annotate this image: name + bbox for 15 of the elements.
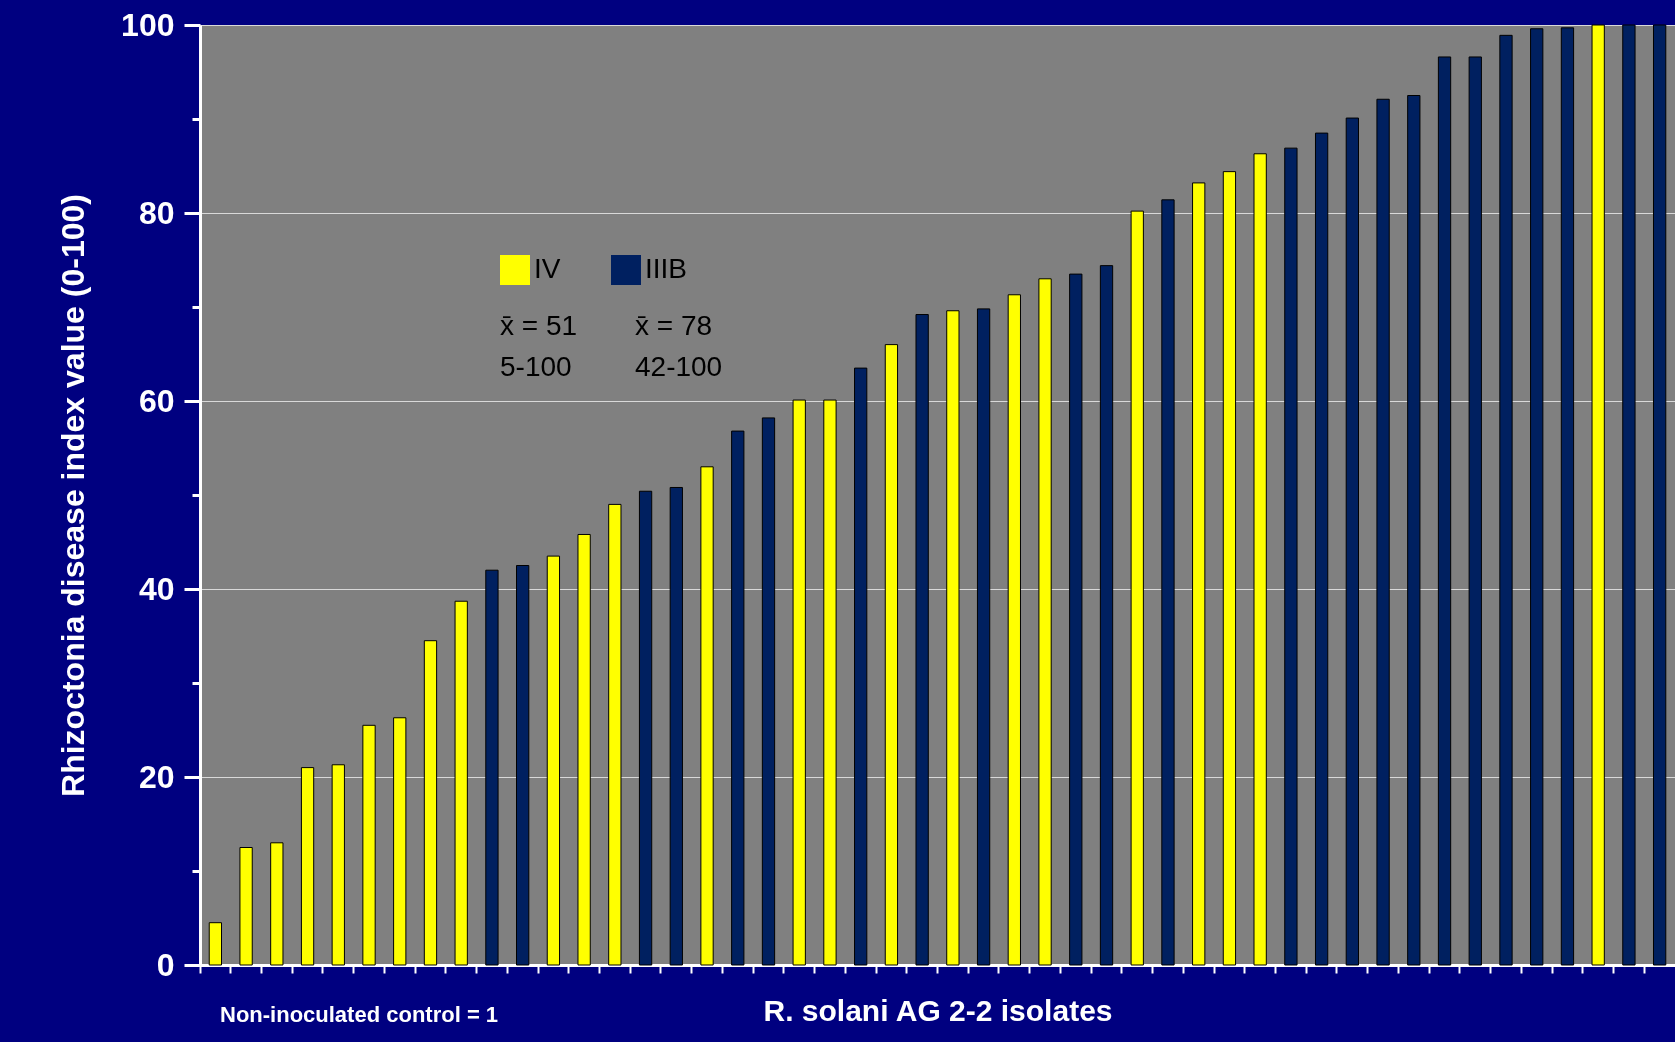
y-tick-label: 40 <box>138 570 175 607</box>
annotation: x̄ = 51 <box>500 310 578 341</box>
y-axis-title: Rhizoctonia disease index value (0-100) <box>55 194 92 797</box>
legend-label: IV <box>534 253 561 284</box>
annotation: 5-100 <box>500 351 572 382</box>
y-tick-label: 20 <box>138 758 175 795</box>
y-tick-label: 100 <box>121 6 175 43</box>
legend-label: IIIB <box>645 253 688 284</box>
text: Non-inoculated control = 1 <box>220 1002 499 1027</box>
x-axis-title: R. solani AG 2-2 isolates <box>763 993 1113 1027</box>
annotation: x̄ = 78 <box>635 310 713 341</box>
annotation: 42-100 <box>635 351 723 382</box>
y-tick-label: 60 <box>138 382 175 419</box>
y-tick-label: 80 <box>138 194 175 231</box>
y-tick-label: 0 <box>156 946 175 983</box>
